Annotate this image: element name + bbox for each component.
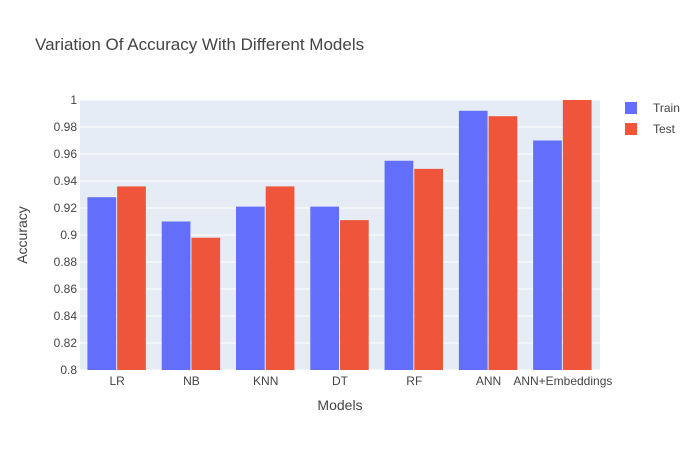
bar-train-nb — [161, 221, 191, 370]
y-axis-ticks: 0.8 0.82 0.84 0.86 0.88 0.9 0.92 0.94 0.96 0.98 1 — [54, 93, 78, 377]
y-axis-title: Accuracy — [14, 206, 30, 264]
y-tick-label: 0.96 — [54, 147, 78, 161]
bar-train-lr — [87, 197, 117, 370]
legend-swatch-train — [625, 102, 637, 114]
legend: Train Test — [625, 101, 680, 136]
y-tick-label: 0.82 — [54, 336, 78, 350]
x-tick-label: ANN — [476, 374, 501, 388]
bar-train-rf — [384, 160, 414, 370]
legend-label-train: Train — [653, 101, 680, 115]
y-tick-label: 0.8 — [60, 363, 77, 377]
x-tick-label: ANN+Embeddings — [513, 374, 612, 388]
bar-test-ann — [488, 116, 518, 370]
x-tick-label: LR — [109, 374, 125, 388]
y-tick-label: 0.98 — [54, 120, 78, 134]
x-tick-label: RF — [406, 374, 422, 388]
y-tick-label: 0.84 — [54, 309, 78, 323]
bar-train-dt — [310, 206, 339, 370]
bar-test-nb — [191, 237, 221, 370]
bar-test-ann-embeddings — [562, 100, 592, 370]
bar-test-lr — [117, 186, 146, 370]
chart-title: Variation Of Accuracy With Different Mod… — [35, 35, 364, 54]
legend-swatch-test — [625, 123, 637, 135]
y-tick-label: 0.88 — [54, 255, 78, 269]
bar-train-ann-embeddings — [533, 140, 562, 370]
y-tick-label: 1 — [70, 93, 77, 107]
x-axis-ticks: LR NB KNN DT RF ANN ANN+Embeddings — [109, 374, 612, 388]
x-tick-label: NB — [183, 374, 200, 388]
bar-test-dt — [340, 220, 369, 370]
legend-label-test: Test — [653, 122, 676, 136]
x-tick-label: KNN — [253, 374, 278, 388]
x-tick-label: DT — [332, 374, 349, 388]
y-tick-label: 0.86 — [54, 282, 78, 296]
bars — [87, 100, 592, 371]
bar-train-ann — [458, 110, 488, 371]
bar-test-rf — [414, 168, 443, 370]
x-axis-title: Models — [317, 397, 362, 413]
y-tick-label: 0.9 — [60, 228, 77, 242]
y-tick-label: 0.92 — [54, 201, 78, 215]
bar-test-knn — [265, 186, 295, 370]
y-tick-label: 0.94 — [54, 174, 78, 188]
bar-train-knn — [236, 206, 265, 370]
